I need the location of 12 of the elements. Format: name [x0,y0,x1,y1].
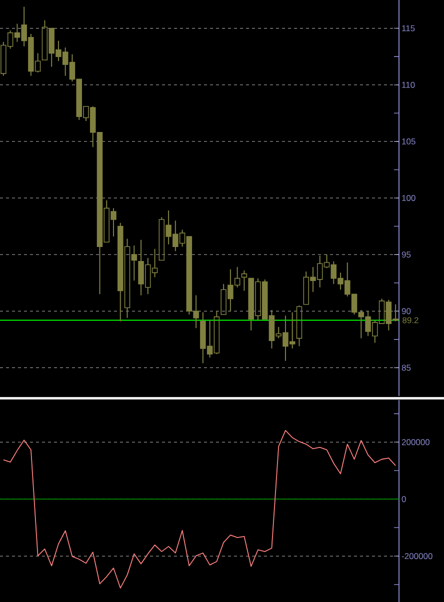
y-tick-label: 90 [402,308,411,314]
y-tick-label: 95 [402,252,411,258]
line-series [2,430,396,588]
y-tick-label: 105 [402,138,416,144]
y-tick-label: 85 [402,364,411,371]
ref-line-label: 89.2 [402,317,418,324]
y-tick-label: 100 [402,194,416,202]
y-tick-label: 110 [402,82,415,88]
y-tick-label: 200000 [402,439,430,446]
y-tick-label: 115 [402,25,415,32]
y-tick-label: -200000 [402,553,432,560]
y-tick-label: 0 [402,496,406,502]
